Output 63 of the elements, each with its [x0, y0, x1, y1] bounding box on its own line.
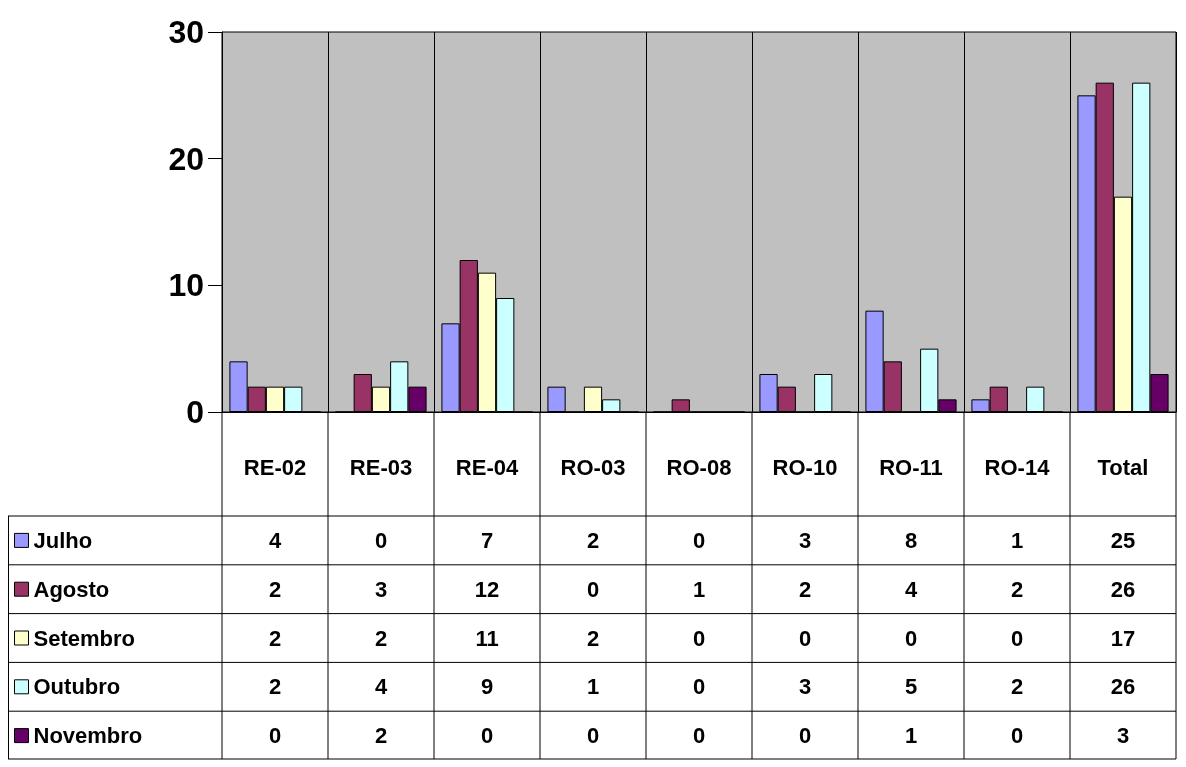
- x-tick-label: RO-03: [560, 454, 626, 480]
- legend-label: Julho: [33, 527, 93, 553]
- data-label: 26: [1110, 674, 1136, 700]
- data-label: 25: [1110, 527, 1136, 553]
- data-label: 4: [904, 576, 918, 602]
- data-label: 0: [692, 723, 706, 749]
- data-label: 0: [374, 527, 388, 553]
- data-label: 0: [692, 674, 706, 700]
- x-tick-label: RO-10: [772, 454, 838, 480]
- x-tick-label: RE-03: [349, 454, 413, 480]
- y-tick-label: 30: [168, 14, 204, 50]
- data-label: 1: [586, 674, 600, 700]
- data-label: 2: [586, 625, 600, 651]
- y-tick-label: 0: [186, 394, 204, 430]
- data-label: 11: [475, 625, 499, 651]
- data-label: 0: [904, 625, 918, 651]
- legend-label: Agosto: [33, 576, 110, 602]
- data-label: 7: [480, 527, 494, 553]
- data-label: 3: [1116, 723, 1130, 749]
- data-label: 0: [586, 723, 600, 749]
- x-tick-label: RO-08: [666, 454, 732, 480]
- data-label: 0: [1010, 625, 1024, 651]
- data-label: 1: [1010, 527, 1024, 553]
- x-tick-label: RO-14: [984, 454, 1051, 480]
- data-label: 0: [480, 723, 494, 749]
- data-label: 9: [480, 674, 494, 700]
- x-tick-label: Total: [1097, 454, 1149, 480]
- data-label: 1: [692, 576, 706, 602]
- data-label: 3: [374, 576, 388, 602]
- data-label: 0: [692, 527, 706, 553]
- data-label: 0: [1010, 723, 1024, 749]
- data-label: 3: [798, 527, 812, 553]
- data-label: 5: [904, 674, 918, 700]
- data-label: 2: [268, 576, 282, 602]
- data-label: 2: [1010, 576, 1024, 602]
- data-label: 2: [798, 576, 812, 602]
- data-label: 2: [268, 674, 282, 700]
- data-label: 4: [374, 674, 388, 700]
- data-label: 0: [798, 625, 812, 651]
- data-label: 26: [1110, 576, 1136, 602]
- legend-label: Novembro: [33, 723, 143, 749]
- data-label: 3: [798, 674, 812, 700]
- data-label: 0: [798, 723, 812, 749]
- data-label: 2: [586, 527, 600, 553]
- data-label: 17: [1110, 625, 1136, 651]
- data-label: 2: [374, 625, 388, 651]
- legend-label: Setembro: [33, 625, 135, 651]
- data-label: 1: [904, 723, 918, 749]
- data-label: 0: [268, 723, 282, 749]
- y-tick-label: 20: [168, 140, 204, 177]
- y-tick-label: 10: [168, 267, 204, 304]
- legend-label: Outubro: [33, 674, 121, 700]
- data-label: 4: [268, 527, 282, 553]
- data-label: 8: [904, 527, 918, 553]
- x-tick-label: RE-02: [243, 454, 307, 480]
- x-tick-label: RE-04: [455, 454, 519, 480]
- data-label: 2: [374, 723, 388, 749]
- x-tick-label: RO-11: [879, 454, 943, 480]
- data-label: 12: [474, 576, 500, 602]
- data-label: 2: [1010, 674, 1024, 700]
- data-label: 0: [692, 625, 706, 651]
- data-label: 2: [268, 625, 282, 651]
- data-label: 0: [586, 576, 600, 602]
